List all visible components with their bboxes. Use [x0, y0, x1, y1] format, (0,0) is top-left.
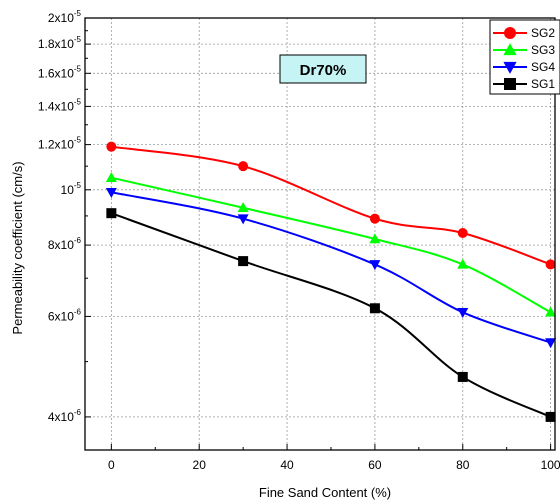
data-point-sg3	[369, 233, 381, 244]
y-tick-label: 1.6x10-5	[38, 64, 82, 80]
series-line-sg1	[111, 212, 552, 418]
legend-item-sg4: SG4	[493, 60, 555, 74]
data-point-sg4	[457, 308, 469, 319]
data-point-sg2	[369, 213, 380, 224]
legend-marker-sg1	[504, 78, 516, 90]
data-point-sg3	[105, 171, 117, 182]
series-line-sg2	[111, 145, 551, 266]
legend-label-sg3: SG3	[531, 43, 555, 57]
series-line-sg4	[111, 191, 551, 344]
y-tick-labels: 4x10-6 6x10-6 8x10-6 10-5 1.2x10-5 1.4x10-5 1.…	[38, 9, 82, 424]
data-point-sg2	[545, 259, 556, 270]
data-point-sg1	[238, 256, 249, 267]
plot-frame	[84, 17, 556, 451]
y-tick-label: 10-5	[61, 181, 82, 197]
y-tick-label: 1.4x10-5	[38, 97, 82, 113]
y-tick-label: 1.8x10-5	[38, 35, 82, 51]
data-point-sg2	[106, 141, 117, 152]
legend-label-sg2: SG2	[531, 26, 555, 40]
x-tick-label: 100	[541, 458, 560, 472]
series-markers	[105, 141, 557, 422]
data-point-sg4	[369, 260, 381, 271]
data-point-sg3	[237, 202, 249, 213]
y-tick-label: 2x10-5	[48, 9, 82, 25]
data-point-sg1	[545, 411, 556, 422]
data-point-sg2	[457, 228, 468, 239]
x-axis-title: Fine Sand Content (%)	[259, 485, 391, 500]
data-point-sg1	[369, 303, 380, 314]
legend-label-sg1: SG1	[531, 77, 555, 91]
x-tick-label: 40	[280, 458, 294, 472]
data-point-sg1	[457, 371, 468, 382]
data-point-sg2	[238, 161, 249, 172]
legend-item-sg3: SG3	[493, 43, 555, 57]
data-point-sg1	[106, 208, 117, 219]
y-axis-title: Permeability coefficient (cm/s)	[10, 161, 25, 334]
legend: SG2 SG3 SG4 SG1	[489, 19, 560, 95]
data-point-sg4	[237, 214, 249, 225]
x-tick-label: 80	[456, 458, 470, 472]
legend-label-sg4: SG4	[531, 60, 555, 74]
data-point-sg4	[545, 338, 557, 349]
x-tick-label: 60	[368, 458, 382, 472]
y-tick-label: 1.2x10-5	[38, 136, 82, 152]
axis-ticks	[85, 17, 552, 450]
series-curves	[111, 145, 552, 418]
legend-marker-sg3	[503, 43, 517, 56]
annotation-label: Dr70%	[300, 62, 347, 79]
x-tick-label: 0	[108, 458, 115, 472]
y-tick-label: 4x10-6	[48, 408, 82, 424]
legend-marker-sg4	[503, 61, 517, 74]
y-tick-label: 8x10-6	[48, 236, 82, 252]
legend-item-sg2: SG2	[493, 26, 555, 40]
annotation-frame	[279, 54, 367, 84]
data-point-sg4	[105, 188, 117, 199]
data-point-sg3	[457, 258, 469, 269]
x-tick-labels: 0 20 40 60 80 100	[108, 458, 560, 472]
y-tick-label: 6x10-6	[48, 307, 82, 323]
annotation-box: Dr70%	[279, 54, 367, 84]
series-line-sg3	[111, 176, 552, 314]
legend-item-sg1: SG1	[493, 77, 555, 91]
x-tick-label: 20	[193, 458, 207, 472]
data-point-sg3	[545, 306, 557, 317]
legend-marker-sg2	[504, 27, 516, 39]
